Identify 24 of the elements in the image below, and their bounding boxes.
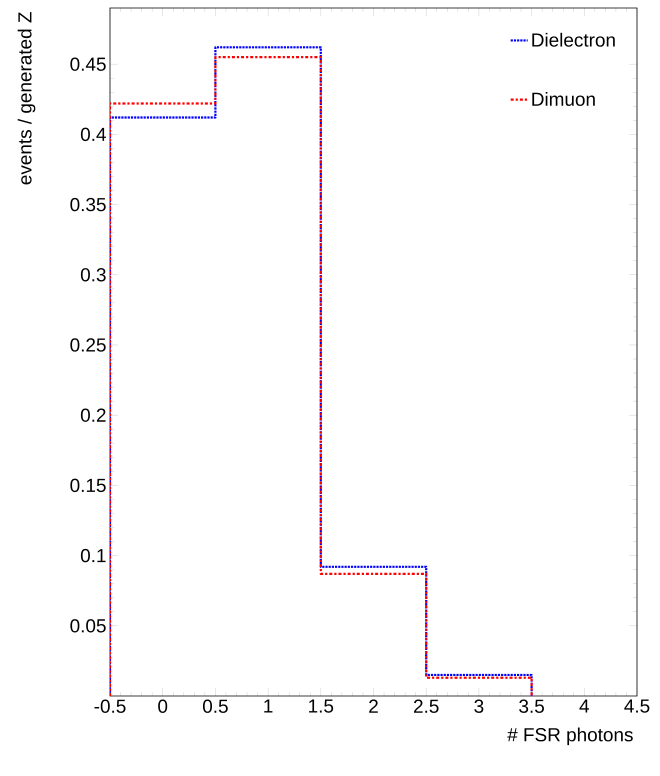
y-axis-title: events / generated Z <box>18 12 36 184</box>
legend-label: Dielectron <box>532 32 615 47</box>
x-tick-label: 3.5 <box>519 700 544 713</box>
x-tick-label: 1 <box>264 700 272 713</box>
x-tick-label: 2 <box>369 700 378 713</box>
x-tick-label: -0.5 <box>94 700 126 713</box>
x-tick-label: 2.5 <box>414 700 439 713</box>
y-tick-label: 0.2 <box>80 408 106 422</box>
x-tick-label: 0.5 <box>202 700 228 713</box>
x-tick-label: 4 <box>579 700 590 713</box>
y-tick-label: 0.3 <box>80 268 106 282</box>
x-tick-label: 4.5 <box>624 700 650 713</box>
y-tick-label: 0.05 <box>70 619 106 632</box>
y-tick-label: 0.35 <box>70 198 106 212</box>
y-tick-label: 0.45 <box>70 57 106 71</box>
x-tick-label: 0 <box>158 700 168 713</box>
y-tick-label: 0.4 <box>80 128 106 142</box>
y-tick-label: 0.25 <box>70 338 106 352</box>
y-tick-label: 0.1 <box>80 548 106 562</box>
x-axis-title: # FSR photons <box>507 728 633 746</box>
y-tick-label: 0.15 <box>70 478 106 492</box>
legend-label: Dimuon <box>532 92 595 106</box>
x-tick-label: 3 <box>474 700 484 713</box>
x-tick-label: 1.5 <box>309 700 334 713</box>
